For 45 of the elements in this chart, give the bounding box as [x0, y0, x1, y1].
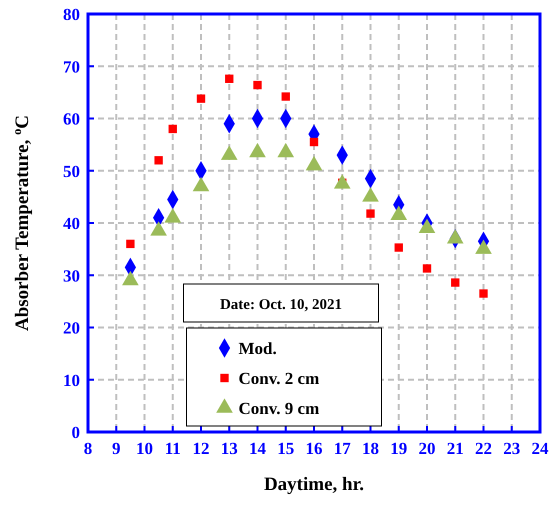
point [366, 209, 375, 218]
x-tick-label: 9 [112, 439, 120, 458]
x-tick-label: 14 [249, 439, 266, 458]
x-tick-label: 21 [446, 439, 464, 458]
point [422, 264, 432, 273]
x-tick-label: 11 [164, 439, 181, 458]
point [451, 278, 460, 287]
y-tick-label: 30 [63, 266, 80, 286]
y-tick-label: 60 [63, 110, 80, 128]
x-tick-label: 22 [475, 439, 492, 458]
y-tick-label: 20 [63, 318, 80, 338]
point [394, 243, 403, 252]
x-tick-label: 10 [136, 439, 153, 458]
point [282, 92, 290, 101]
y-tick-label: 40 [63, 214, 80, 233]
x-tick-label: 23 [503, 439, 520, 458]
point [310, 138, 318, 146]
point [126, 240, 135, 248]
point [225, 74, 234, 83]
note-box: Date: Oct. 10, 2021 [183, 284, 379, 322]
legend-label: Mod. [238, 339, 277, 358]
x-tick-label: 19 [390, 439, 408, 458]
x-tick-label: 17 [334, 439, 352, 458]
y-tick-label: 0 [72, 423, 80, 442]
y-tick-label: 50 [63, 162, 80, 181]
y-tick-label: 10 [63, 370, 80, 390]
point [479, 289, 488, 298]
legend-label: Conv. 2 cm [238, 369, 320, 388]
legend-label: Conv. 9 cm [238, 399, 320, 418]
x-tick-label: 15 [277, 439, 294, 458]
x-tick-label: 24 [532, 439, 549, 458]
point [168, 124, 177, 134]
y-tick-label: 70 [63, 57, 80, 76]
annotation: Date: Oct. 10, 2021 [220, 297, 342, 313]
x-tick-label: 16 [306, 439, 322, 458]
x-tick-label: 18 [362, 439, 379, 458]
x-axis-title: Daytime, hr. [264, 474, 364, 495]
x-tick-label: 13 [220, 439, 238, 458]
point [196, 94, 206, 103]
point [253, 80, 262, 90]
x-tick-label: 20 [418, 439, 436, 458]
point [154, 156, 163, 164]
y-tick-label: 80 [63, 5, 80, 24]
x-tick-label: 12 [192, 439, 210, 458]
x-tick-label: 8 [84, 439, 92, 458]
